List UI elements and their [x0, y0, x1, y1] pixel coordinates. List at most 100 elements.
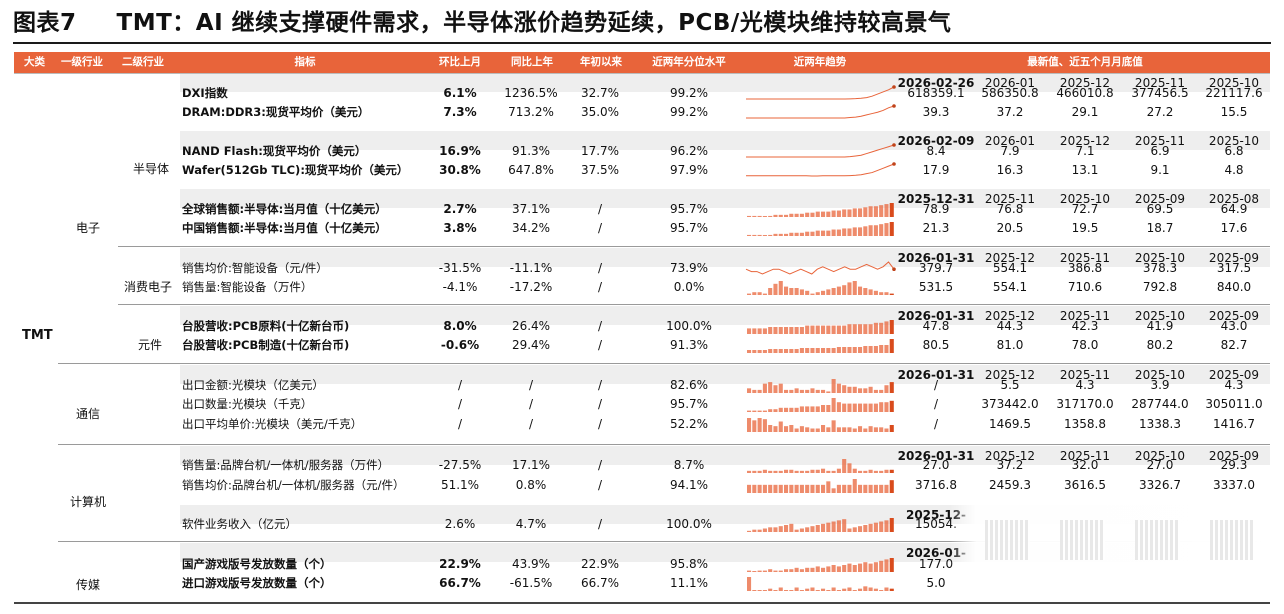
month-value: 27.2 [1146, 105, 1174, 119]
latest-value: 531.5 [918, 280, 954, 294]
subcategory-components: 元件 [138, 338, 163, 352]
trend-bar [805, 290, 810, 295]
date-month: 2025-09 [1208, 449, 1260, 463]
trend-last-point [892, 143, 896, 147]
category-electronics: 电子 [76, 221, 101, 235]
trend-sparkline [747, 281, 894, 295]
trend-bar [784, 426, 789, 432]
trend-bar [852, 208, 857, 217]
latest-value: 27.0 [922, 458, 950, 472]
trend-bar [852, 347, 857, 353]
trend-bar [810, 587, 815, 591]
trend-bar [847, 324, 852, 334]
trend-bar [794, 213, 799, 217]
trend-bar [799, 406, 804, 412]
trend-bar [815, 406, 820, 412]
percentile-value: 95.7% [669, 202, 709, 216]
indicator-name: 销售均价:智能设备（元/件） [182, 261, 328, 275]
trend-bar [847, 347, 852, 353]
ytd-value: / [597, 221, 603, 235]
trend-bar [831, 210, 836, 217]
ytd-value: / [597, 319, 603, 333]
trend-line [746, 86, 895, 100]
trend-bar [873, 562, 878, 572]
trend-bar [863, 324, 868, 334]
date-month: 2025-10 [1208, 134, 1260, 148]
trend-bar [747, 577, 752, 591]
trend-bar [794, 327, 799, 334]
trend-bar [768, 425, 773, 432]
trend-bar [868, 289, 873, 295]
month-value: 6.8 [1224, 144, 1244, 158]
trend-sparkline [747, 479, 894, 493]
trend-bar [768, 382, 773, 393]
yoy-value: 4.7% [515, 517, 547, 531]
trend-bar [799, 470, 804, 473]
trend-bar [873, 522, 878, 532]
trend-bar [826, 348, 831, 353]
trend-bar [821, 325, 826, 334]
trend-bar [879, 521, 884, 532]
header-yoy: 同比上年 [511, 56, 553, 68]
trend-bar [789, 407, 794, 412]
trend-bar [826, 211, 831, 217]
trend-bar [757, 470, 762, 473]
date-month: 2025-08 [1208, 192, 1260, 206]
trend-bar [879, 292, 884, 295]
trend-bar [831, 420, 836, 432]
figure-heading: TMT：AI 继续支撑硬件需求，半导体涨价趋势延续，PCB/光模块维持较高景气 [116, 10, 952, 36]
trend-bar [847, 228, 852, 236]
month-value: 373442.0 [981, 397, 1039, 411]
trend-bar [757, 418, 762, 432]
category-computer: 计算机 [70, 495, 107, 509]
trend-bar [762, 235, 767, 236]
ytd-value: / [597, 338, 603, 352]
trend-bar [768, 409, 773, 412]
trend-bar [873, 225, 878, 236]
trend-bar [873, 322, 878, 334]
ytd-value: / [597, 397, 603, 411]
trend-bar [826, 522, 831, 532]
trend-bar [778, 281, 783, 295]
date-month: 2025-11 [984, 192, 1036, 206]
trend-bar [847, 282, 852, 295]
separator [14, 73, 1270, 74]
trend-bar [884, 469, 889, 473]
yoy-value: 43.9% [511, 557, 551, 571]
indicator-name: 软件业务收入（亿元） [182, 517, 297, 531]
trend-bar [794, 288, 799, 295]
date-latest: 2026-01-31 [897, 368, 975, 382]
trend-bar [884, 345, 889, 353]
trend-bar [858, 208, 863, 217]
trend-bar [873, 427, 878, 432]
trend-bar [773, 470, 778, 473]
month-value: 37.2 [996, 458, 1024, 472]
month-value: 1469.5 [989, 417, 1031, 431]
obscured-block [1210, 520, 1255, 560]
trend-bar [868, 206, 873, 217]
trend-bar [889, 382, 894, 393]
trend-bar [815, 566, 820, 572]
month-value: 32.0 [1071, 458, 1099, 472]
trend-bar [863, 388, 868, 393]
percentile-value: 8.7% [673, 458, 705, 472]
trend-bar [810, 212, 815, 217]
trend-line [746, 163, 895, 177]
trend-bar [884, 428, 889, 432]
trend-bar [747, 388, 752, 393]
trend-bar [768, 288, 773, 295]
trend-bar [836, 286, 841, 295]
trend-bar [826, 481, 831, 493]
percentile-value: 91.3% [669, 338, 709, 352]
mom-value: 16.9% [439, 144, 481, 158]
yoy-value: 713.2% [508, 105, 554, 119]
trend-bar [778, 233, 783, 236]
mom-value: 8.0% [443, 319, 477, 333]
trend-bar [799, 484, 804, 493]
trend-bar [805, 427, 810, 432]
trend-bar [815, 292, 820, 295]
trend-bar [826, 230, 831, 236]
trend-bar [789, 425, 794, 432]
trend-bar [773, 527, 778, 532]
trend-bar [863, 226, 868, 236]
